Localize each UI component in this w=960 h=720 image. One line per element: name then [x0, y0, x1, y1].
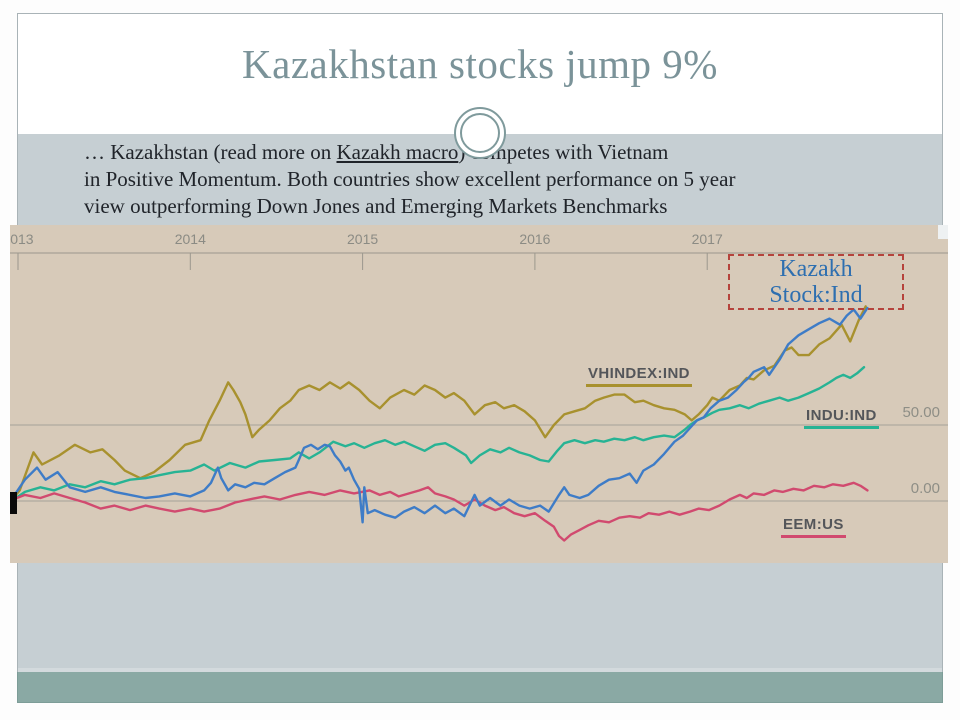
x-axis-label-2013: 2013 — [10, 231, 34, 247]
kazakh-macro-link[interactable]: Kazakh macro — [336, 140, 459, 164]
x-axis-label-2016: 2016 — [519, 231, 551, 247]
divider-circle-ornament — [454, 107, 506, 159]
y-axis-label-50: 50.00 — [902, 404, 940, 421]
series-label-indu: INDU:IND — [804, 407, 879, 429]
y-axis-label-0: 0.00 — [910, 480, 940, 497]
page-title: Kazakhstan stocks jump 9% — [242, 41, 718, 87]
body-line-3: view outperforming Down Jones and Emergi… — [84, 194, 668, 218]
series-line-eem-us — [10, 481, 869, 542]
stock-comparison-chart: VHINDEX:IND INDU:IND EEM:US Kazakh Stock… — [10, 225, 948, 563]
x-axis-label-2014: 2014 — [174, 231, 206, 247]
series-line-vhindex-ind — [10, 305, 867, 504]
chart-origin-marker — [10, 492, 17, 514]
x-axis-label-2017: 2017 — [691, 231, 723, 247]
series-label-eem: EEM:US — [781, 516, 846, 538]
kazakh-stock-annotation-box: Kazakh Stock:Ind — [728, 254, 904, 310]
body-line-1: … Kazakhstan (read more on Kazakh macro)… — [84, 139, 924, 166]
chart-corner-artifact — [938, 225, 948, 239]
series-label-vhindex: VHINDEX:IND — [586, 365, 692, 387]
footer-light-strip — [17, 668, 943, 672]
chart-plot-svg — [10, 252, 948, 542]
body-line-2: in Positive Momentum. Both countries sho… — [84, 167, 736, 191]
series-line-kazakh-stock-ind — [10, 306, 869, 524]
body-line1-pre: … Kazakhstan (read more on — [84, 140, 337, 164]
kazakh-annotation-line2: Stock:Ind — [769, 282, 863, 308]
x-axis-label-2015: 2015 — [347, 231, 379, 247]
divider-circle-inner-ring — [460, 113, 500, 153]
kazakh-annotation-line1: Kazakh — [779, 256, 853, 282]
body-paragraph: … Kazakhstan (read more on Kazakh macro)… — [84, 139, 924, 220]
footer-accent-bar — [17, 672, 943, 703]
series-line-indu-ind — [10, 365, 866, 504]
